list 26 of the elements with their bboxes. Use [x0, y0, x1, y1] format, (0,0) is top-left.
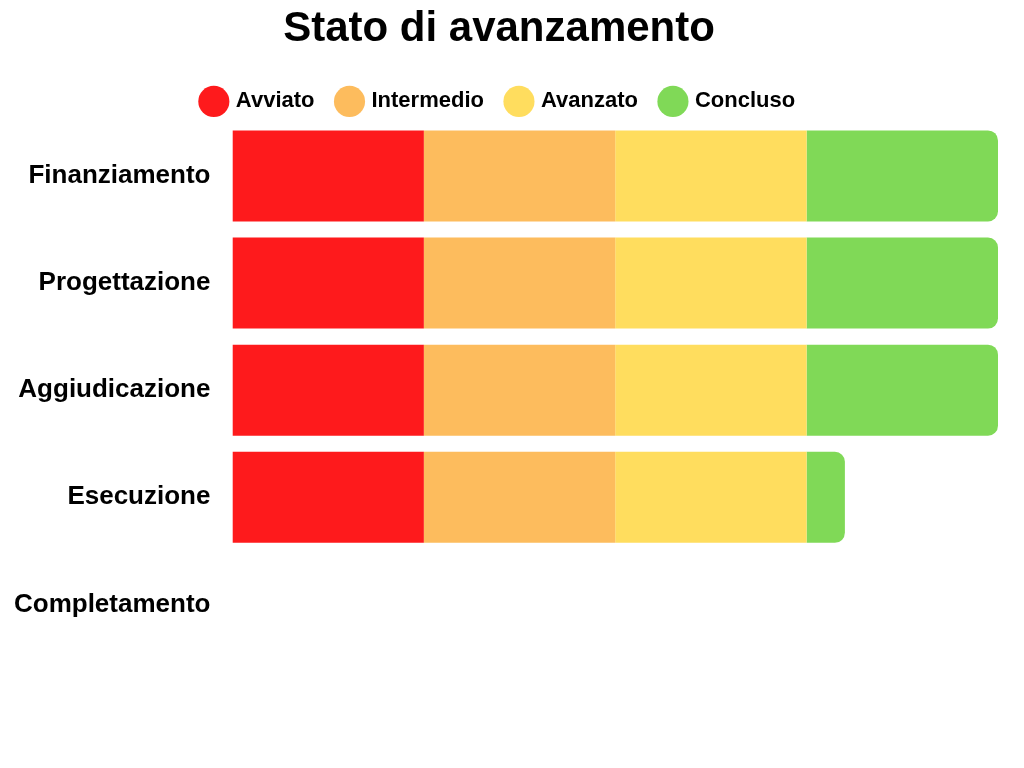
bar — [232, 237, 424, 329]
bar — [232, 130, 424, 222]
y-tick-label: Esecuzione — [67, 480, 211, 511]
bar — [423, 344, 616, 436]
bar — [615, 130, 807, 222]
bar — [423, 237, 616, 329]
legend-label: Avanzato — [540, 87, 638, 113]
legend-label: Avviato — [235, 87, 315, 113]
y-tick-label: Progettazione — [38, 266, 211, 297]
bar — [232, 344, 424, 436]
chart-title: Stato di avanzamento — [283, 2, 715, 50]
bar — [423, 451, 616, 543]
y-tick-label: Aggiudicazione — [18, 373, 211, 404]
bar — [615, 451, 807, 543]
bar — [806, 130, 998, 222]
bar — [806, 451, 845, 543]
bar — [615, 237, 807, 329]
bar — [232, 451, 424, 543]
legend-label: Intermedio — [371, 87, 484, 113]
legend-label: Concluso — [694, 87, 796, 113]
y-tick-label: Completamento — [13, 587, 211, 618]
bar — [806, 237, 998, 329]
y-tick-label: Finanziamento — [28, 159, 211, 190]
bar — [615, 344, 807, 436]
bar — [806, 344, 998, 436]
bar — [423, 130, 616, 222]
